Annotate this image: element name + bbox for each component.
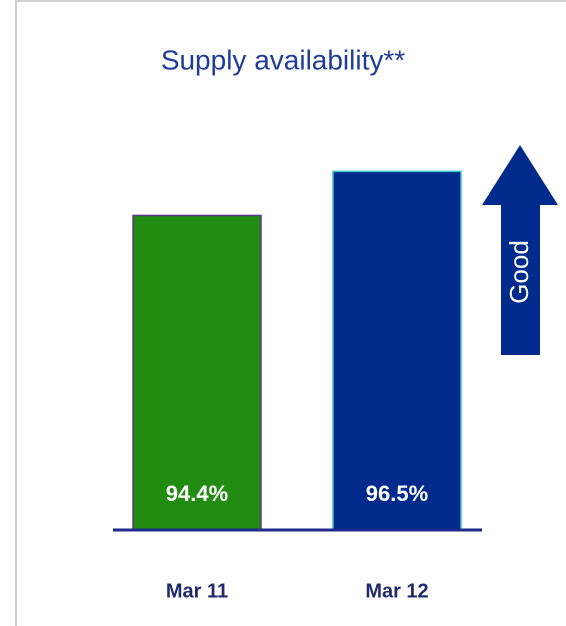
value-label: 94.4% bbox=[166, 481, 228, 506]
arrow-shape bbox=[482, 145, 558, 355]
good-arrow: Good bbox=[482, 145, 558, 355]
value-label: 96.5% bbox=[366, 481, 428, 506]
bar bbox=[132, 214, 262, 531]
bar bbox=[332, 170, 462, 531]
chart-title: Supply availability** bbox=[161, 44, 405, 75]
arrow-label: Good bbox=[504, 240, 534, 304]
x-tick-label: Mar 12 bbox=[365, 580, 428, 602]
x-tick-label: Mar 11 bbox=[166, 580, 228, 602]
